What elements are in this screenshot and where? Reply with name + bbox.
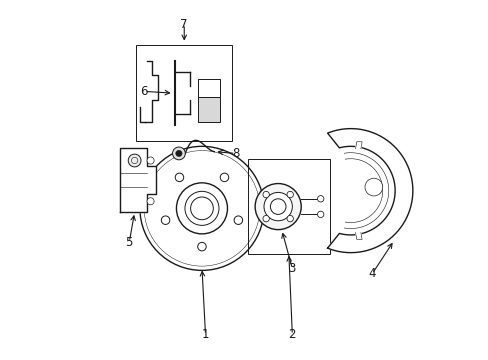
Circle shape	[286, 215, 293, 222]
Circle shape	[263, 215, 269, 222]
Circle shape	[147, 198, 154, 205]
Circle shape	[317, 195, 323, 202]
Text: 4: 4	[367, 267, 375, 280]
Bar	[136, 45, 232, 141]
Text: 3: 3	[288, 262, 295, 275]
Text: 2: 2	[288, 328, 296, 341]
Circle shape	[255, 184, 301, 230]
Text: 6: 6	[140, 85, 148, 98]
Text: 5: 5	[125, 235, 133, 248]
Circle shape	[175, 150, 182, 157]
Circle shape	[147, 157, 154, 164]
Polygon shape	[327, 129, 412, 253]
Circle shape	[263, 192, 269, 198]
Circle shape	[128, 154, 141, 167]
Polygon shape	[120, 148, 156, 212]
Circle shape	[172, 147, 185, 160]
Polygon shape	[355, 144, 361, 149]
Text: 7: 7	[180, 18, 187, 31]
Bar	[198, 97, 219, 122]
Circle shape	[270, 199, 285, 215]
Bar	[247, 159, 329, 255]
Circle shape	[317, 211, 323, 217]
Circle shape	[364, 178, 382, 196]
Text: 8: 8	[231, 147, 239, 160]
Circle shape	[264, 192, 292, 221]
Polygon shape	[355, 233, 361, 238]
Bar	[198, 79, 219, 97]
Text: 1: 1	[202, 328, 209, 341]
Circle shape	[286, 192, 293, 198]
